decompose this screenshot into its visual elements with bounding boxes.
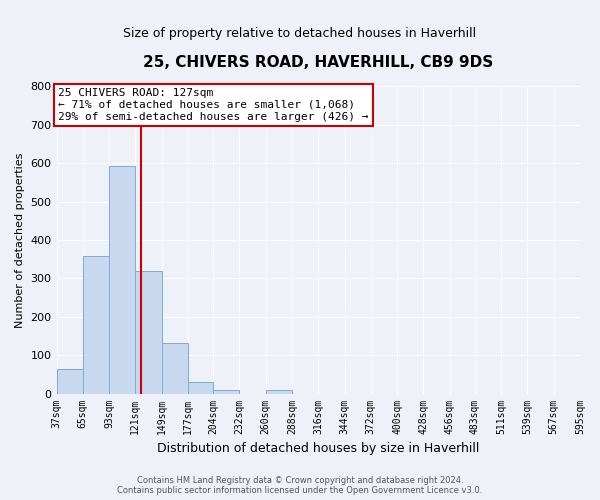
Bar: [188, 382, 213, 394]
Text: Contains HM Land Registry data © Crown copyright and database right 2024.
Contai: Contains HM Land Registry data © Crown c…: [118, 476, 482, 495]
Bar: [266, 390, 292, 394]
Bar: [213, 390, 239, 394]
Bar: [161, 344, 188, 394]
Bar: [83, 256, 109, 394]
Y-axis label: Number of detached properties: Number of detached properties: [15, 152, 25, 328]
Bar: [56, 368, 83, 394]
X-axis label: Distribution of detached houses by size in Haverhill: Distribution of detached houses by size …: [157, 442, 479, 455]
Text: Size of property relative to detached houses in Haverhill: Size of property relative to detached ho…: [124, 28, 476, 40]
Title: 25, CHIVERS ROAD, HAVERHILL, CB9 9DS: 25, CHIVERS ROAD, HAVERHILL, CB9 9DS: [143, 55, 493, 70]
Bar: [109, 166, 136, 394]
Text: 25 CHIVERS ROAD: 127sqm
← 71% of detached houses are smaller (1,068)
29% of semi: 25 CHIVERS ROAD: 127sqm ← 71% of detache…: [58, 88, 369, 122]
Bar: [136, 271, 161, 394]
